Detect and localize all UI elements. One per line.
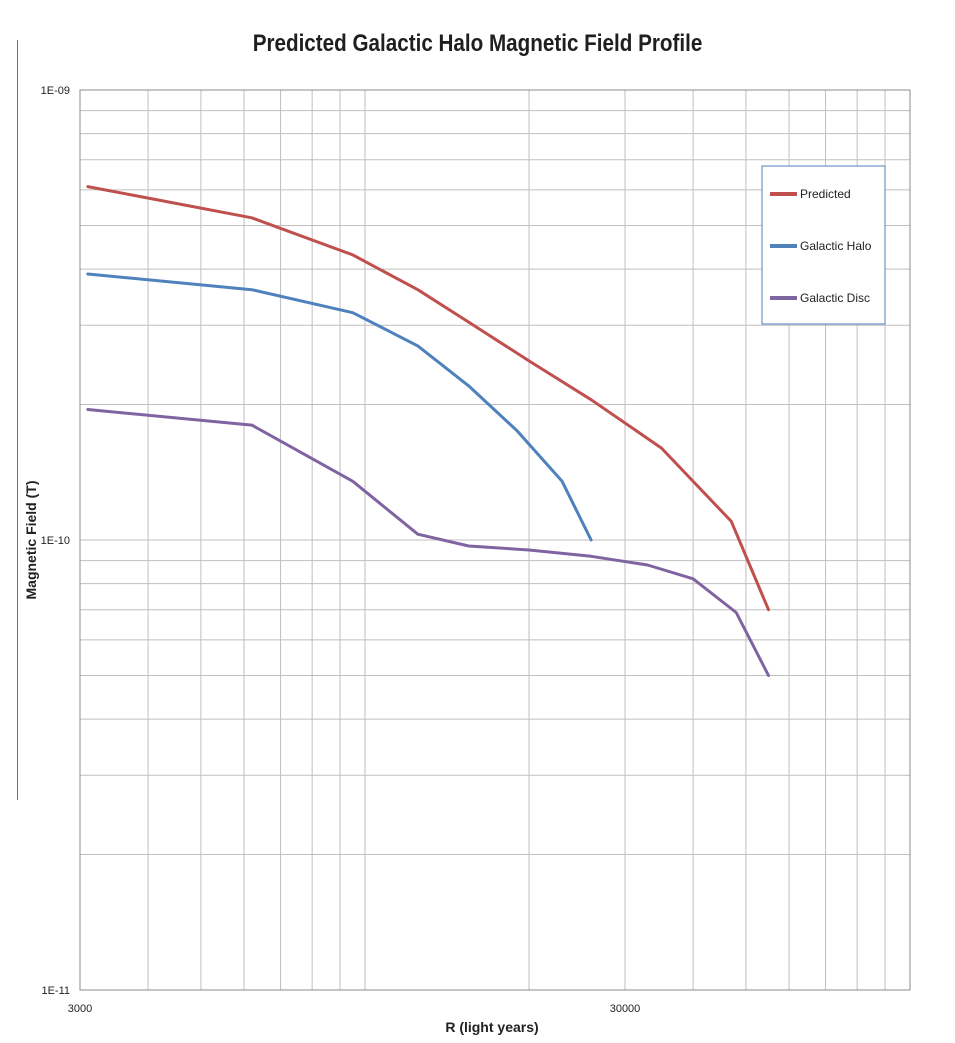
series-line-galactic-disc: [86, 408, 770, 677]
legend: Predicted Galactic Halo Galactic Disc: [761, 165, 886, 325]
y-tick-label: 1E-10: [41, 535, 70, 547]
y-axis-label: Magnetic Field (T): [23, 481, 39, 600]
left-border-rule: [17, 40, 18, 800]
series-lines: [86, 185, 770, 677]
x-tick-label: 3000: [68, 1003, 92, 1015]
legend-label: Galactic Halo: [800, 239, 872, 253]
legend-label: Predicted: [800, 187, 851, 201]
plot-area-frame: [79, 89, 911, 991]
x-tick-label: 30000: [610, 1003, 641, 1015]
y-tick-label: 1E-11: [41, 985, 70, 997]
series-line-galactic-halo: [86, 272, 593, 542]
x-tick-labels: 3000 30000: [68, 1003, 641, 1015]
y-tick-label: 1E-09: [41, 85, 70, 97]
y-tick-labels: 1E-09 1E-10 1E-11: [41, 85, 70, 997]
x-axis-label: R (light years): [445, 1019, 538, 1035]
chart-title: Predicted Galactic Halo Magnetic Field P…: [252, 30, 703, 57]
legend-label: Galactic Disc: [800, 291, 870, 305]
series-line-predicted: [86, 185, 770, 612]
